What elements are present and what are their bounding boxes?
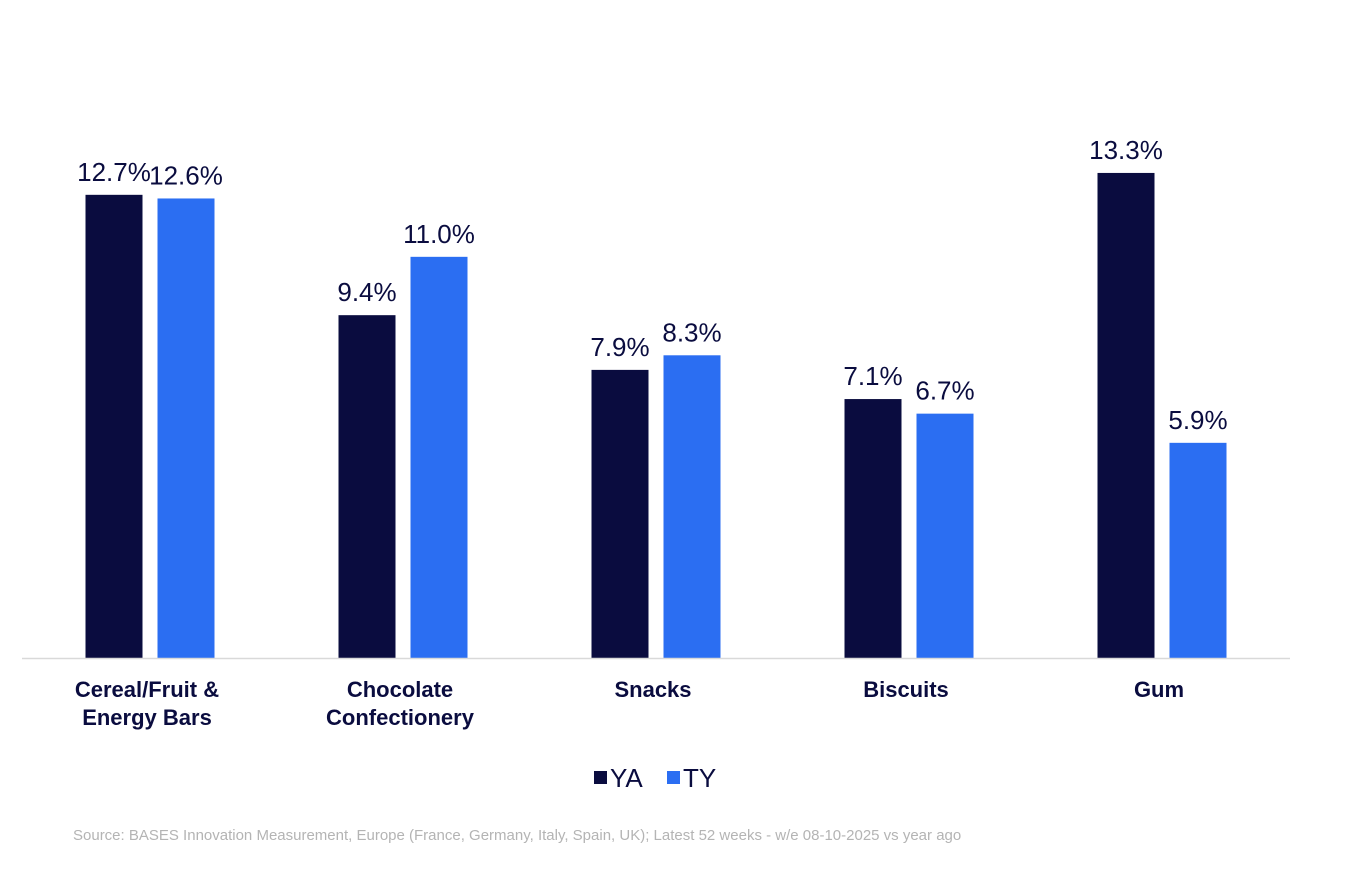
bar-ty — [157, 198, 215, 658]
category-label: Gum — [1134, 677, 1184, 702]
bar-ty — [1169, 442, 1227, 658]
category-label: Energy Bars — [82, 705, 212, 730]
data-label: 7.9% — [590, 332, 649, 362]
category-label: Snacks — [614, 677, 691, 702]
data-label: 9.4% — [337, 277, 396, 307]
data-label: 13.3% — [1089, 135, 1163, 165]
data-label: 12.6% — [149, 160, 223, 190]
bar-ty — [410, 256, 468, 658]
data-label: 5.9% — [1168, 405, 1227, 435]
bar-ya — [591, 369, 649, 658]
data-label: 11.0% — [403, 219, 475, 249]
legend-label-ya: YA — [610, 763, 643, 793]
data-label: 8.3% — [662, 317, 721, 347]
category-label: Cereal/Fruit & — [75, 677, 219, 702]
legend-swatch-ya — [594, 771, 607, 784]
category-label: Biscuits — [863, 677, 949, 702]
bar-ya — [844, 399, 902, 658]
data-label: 12.7% — [77, 157, 151, 187]
bar-ya — [85, 194, 143, 658]
category-label: Chocolate — [347, 677, 453, 702]
source-note: Source: BASES Innovation Measurement, Eu… — [73, 827, 962, 844]
bar-ya — [1097, 172, 1155, 659]
legend-swatch-ty — [667, 771, 680, 784]
category-label: Confectionery — [326, 705, 475, 730]
data-label: 6.7% — [915, 376, 974, 406]
bar-ty — [916, 413, 974, 658]
data-label: 7.1% — [843, 361, 902, 391]
legend-label-ty: TY — [683, 763, 716, 793]
bar-ty — [663, 355, 721, 658]
bar-ya — [338, 315, 396, 658]
